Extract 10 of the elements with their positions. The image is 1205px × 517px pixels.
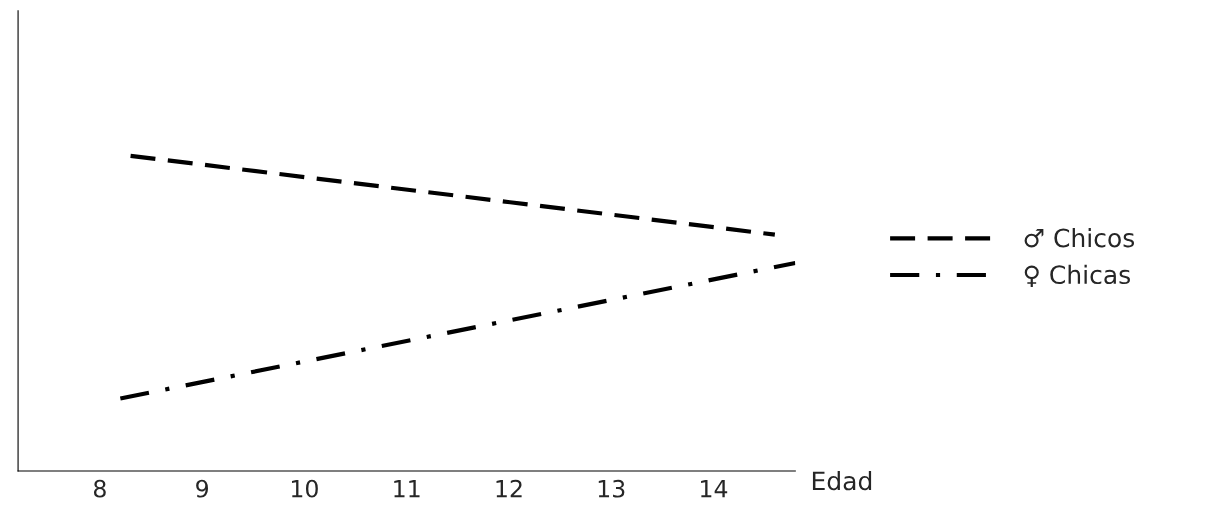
legend-label: ♂ Chicos <box>1024 228 1135 248</box>
x-axis-title: Edad <box>812 470 872 491</box>
x-tick-label: 11 <box>394 480 420 498</box>
x-tick-label: 9 <box>196 479 209 498</box>
x-tick-label: 10 <box>291 479 318 498</box>
x-tick-label: 13 <box>598 479 625 498</box>
x-tick-label: 8 <box>93 479 106 498</box>
x-tick-label: 14 <box>701 480 728 498</box>
x-tick-label: 12 <box>496 479 522 498</box>
legend-label: ♀ Chicas <box>1024 264 1130 287</box>
